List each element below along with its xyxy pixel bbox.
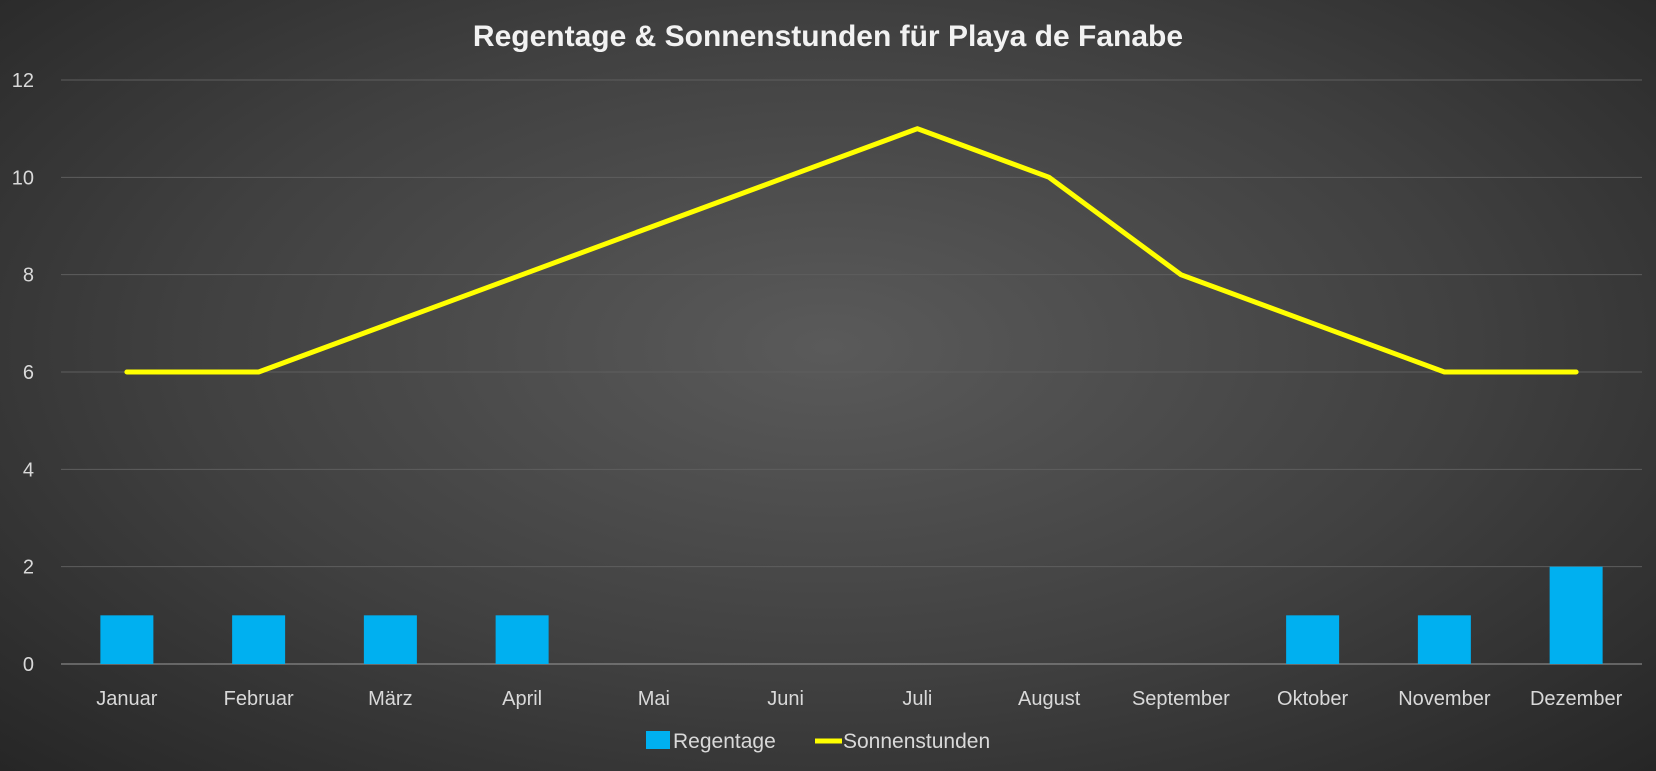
x-tick-label: Januar (96, 688, 157, 710)
x-tick-label: November (1398, 688, 1491, 710)
x-tick-label: Oktober (1277, 688, 1348, 710)
y-tick-label: 2 (23, 557, 34, 579)
x-tick-label: April (502, 688, 542, 710)
bar-regentage (363, 615, 417, 664)
x-tick-label: Juli (902, 688, 932, 710)
bar-regentage (495, 615, 549, 664)
legend-swatch-regentage (646, 731, 670, 749)
y-tick-label: 10 (12, 167, 34, 189)
x-tick-label: August (1018, 688, 1081, 710)
bar-regentage (1417, 615, 1471, 664)
x-tick-label: Dezember (1530, 688, 1623, 710)
legend-label-regentage: Regentage (673, 730, 776, 753)
y-tick-label: 4 (23, 459, 34, 481)
line-sonnenstunden (124, 126, 1579, 375)
bar-regentage (1549, 566, 1603, 664)
x-tick-label: Juni (767, 688, 804, 710)
x-tick-label: Mai (638, 688, 670, 710)
x-tick-label: Februar (224, 688, 294, 710)
y-tick-label: 6 (23, 362, 34, 384)
bar-regentage (1286, 615, 1340, 664)
chart-title: Regentage & Sonnenstunden für Playa de F… (473, 20, 1183, 53)
y-tick-label: 12 (12, 70, 34, 92)
bar-regentage (100, 615, 154, 664)
bar-regentage (232, 615, 286, 664)
x-tick-label: März (368, 688, 412, 710)
legend-label-sonnenstunden: Sonnenstunden (843, 730, 990, 753)
y-tick-label: 8 (23, 265, 34, 287)
y-tick-label: 0 (23, 654, 34, 676)
x-tick-label: September (1132, 688, 1230, 710)
